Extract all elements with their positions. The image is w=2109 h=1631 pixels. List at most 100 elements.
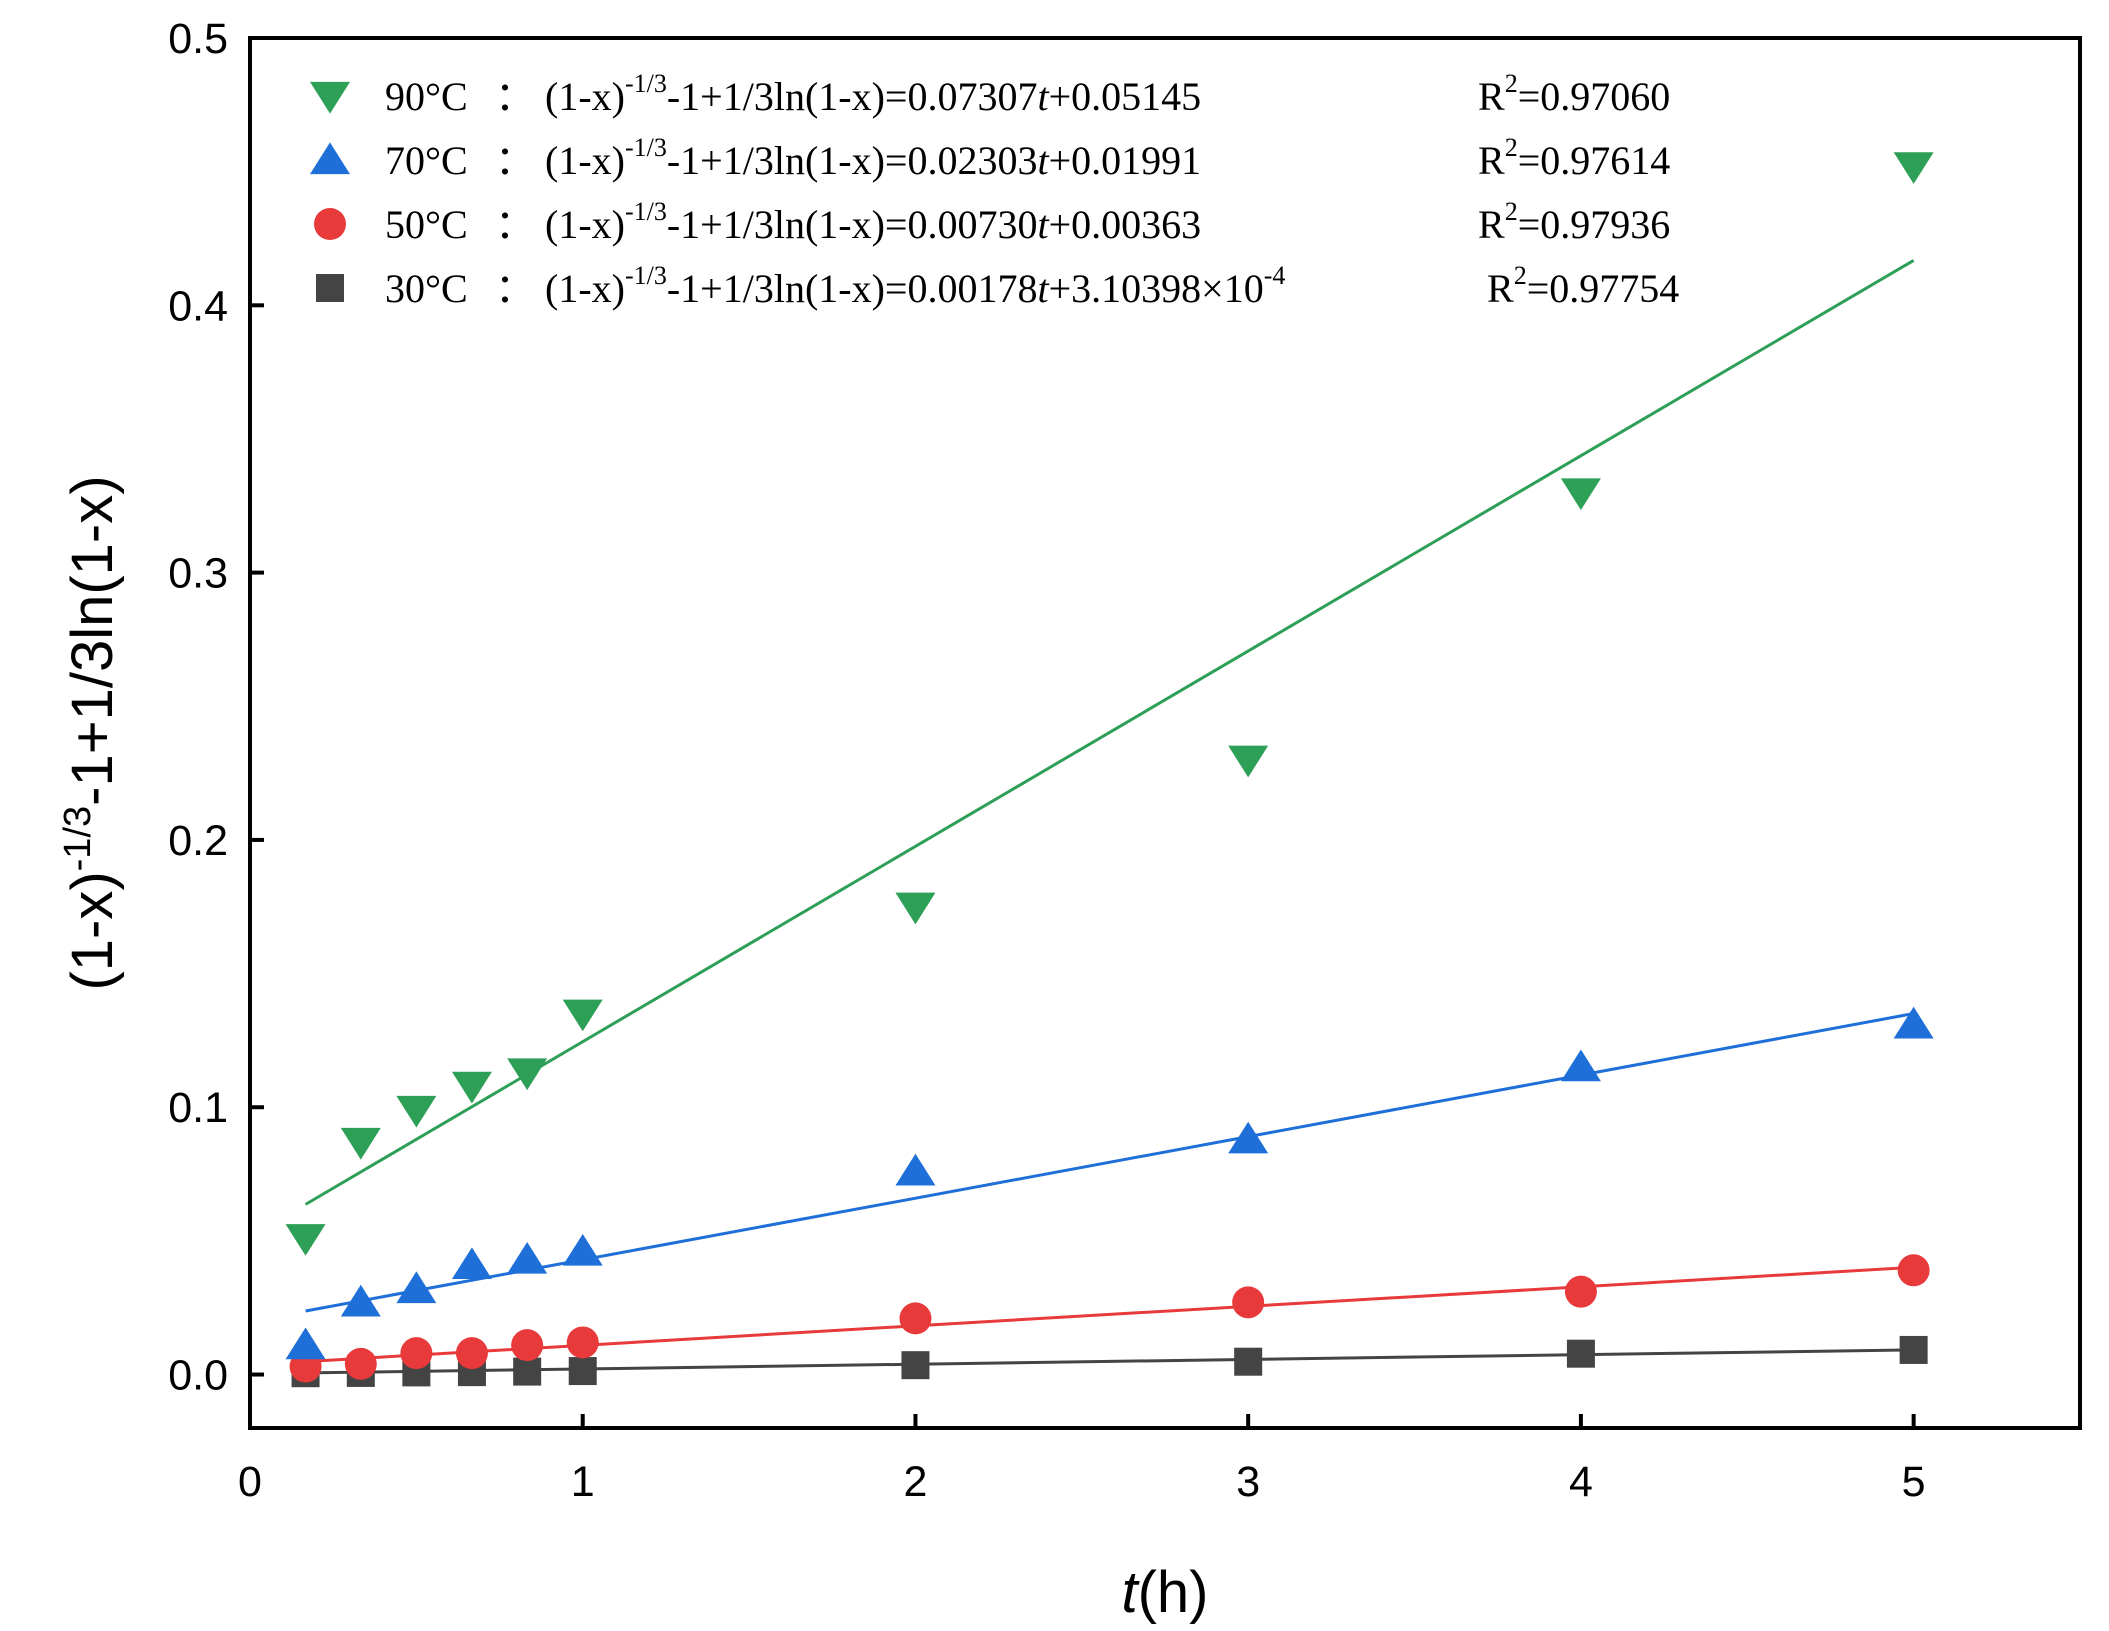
r-squared-base: R [1487,266,1514,311]
equation-t: t [1037,74,1049,119]
equation-t: t [1037,266,1049,311]
axis-ticks: 0 1 2 3 4 5 0.0 0.1 0.2 0.3 0.4 0.5 [168,15,1925,1506]
data-point [507,1058,548,1091]
r-squared-sup: 2 [1505,69,1518,98]
data-point [285,1224,326,1256]
legend-label: 70°C [385,138,468,183]
legend-equation: (1-x)-1/3-1+1/3ln(1-x)=0.00178t+3.10398×… [545,261,1285,311]
data-point [895,1153,936,1186]
data-point [1899,1335,1928,1364]
r-squared-value: =0.97060 [1518,74,1671,119]
r-squared-sup: 2 [1514,261,1527,290]
legend-r-squared: R2=0.97754 [1487,261,1679,311]
data-point [1560,478,1601,511]
data-point [396,1095,437,1128]
equation-sup: -1/3 [625,261,667,290]
equation-tail: +3.10398×10 [1049,266,1264,311]
equation-t: t [1037,138,1049,183]
equation-tail: +0.00363 [1049,202,1202,247]
legend-separator: ： [495,74,535,119]
legend-separator: ： [495,266,535,311]
fit-line [305,1348,1914,1375]
r-squared-base: R [1478,74,1505,119]
data-point [455,1337,488,1370]
data-point [340,1284,381,1317]
data-point [451,1071,492,1104]
data-point [899,1302,932,1335]
data-markers [285,152,1934,1388]
data-point [285,1327,326,1360]
r-squared-sup: 2 [1505,197,1518,226]
data-point [513,1357,542,1386]
data-point [566,1326,599,1359]
y-tick-label: 0.2 [168,817,228,865]
legend-equation: (1-x)-1/3-1+1/3ln(1-x)=0.00730t+0.00363 [545,197,1201,247]
data-point [400,1337,433,1370]
equation-base: (1-x) [545,74,625,119]
data-point [1228,1121,1269,1154]
x-tick-label: 2 [903,1458,927,1506]
y-tick-label: 0.3 [168,550,228,598]
data-point [1234,1347,1263,1376]
x-tick-label: 0 [238,1458,262,1506]
r-squared-base: R [1478,138,1505,183]
r-squared-value: =0.97754 [1527,266,1680,311]
data-point [340,1127,381,1160]
equation-base: (1-x) [545,138,625,183]
data-point [396,1271,437,1304]
data-point [507,1241,548,1274]
legend-equation: (1-x)-1/3-1+1/3ln(1-x)=0.02303t+0.01991 [545,133,1201,183]
data-point [1893,1006,1934,1039]
legend-label: 50°C [385,202,468,247]
legend-marker [310,81,350,114]
y-tick-label: 0.1 [168,1084,228,1132]
equation-mid: -1+1/3ln(1-x)=0.02303 [667,138,1038,183]
r-squared-value: =0.97936 [1518,202,1671,247]
data-point [1228,745,1269,778]
x-axis-title: t(h) [1121,1560,1208,1625]
equation-sup: -1/3 [625,69,667,98]
data-point [1893,152,1934,184]
legend-separator: ： [495,138,535,183]
equation-tail-sup: -4 [1264,261,1286,290]
x-tick-label: 3 [1236,1458,1260,1506]
equation-base: (1-x) [545,266,625,311]
equation-sup: -1/3 [625,133,667,162]
y-tick-label: 0.0 [168,1352,228,1400]
r-squared-base: R [1478,202,1505,247]
legend-label: 90°C [385,74,468,119]
y-axis-title: (1-x)-1/3-1+1/3ln(1-x) [57,475,125,990]
data-point [1566,1339,1595,1368]
legend-r-squared: R2=0.97614 [1478,133,1670,183]
r-squared-value: =0.97614 [1518,138,1671,183]
data-point [562,999,603,1032]
equation-mid: -1+1/3ln(1-x)=0.00730 [667,202,1038,247]
legend-marker [316,274,344,302]
data-point [1564,1275,1597,1308]
equation-t: t [1037,202,1049,247]
x-tick-label: 5 [1902,1458,1926,1506]
fit-line [305,1012,1914,1313]
data-point [1897,1254,1930,1287]
equation-mid: -1+1/3ln(1-x)=0.00178 [667,266,1038,311]
legend-marker [314,208,346,240]
data-point [511,1329,544,1362]
data-point [562,1233,603,1266]
data-point [901,1351,930,1380]
legend-r-squared: R2=0.97936 [1478,197,1670,247]
y-tick-label: 0.5 [168,15,228,63]
data-point [568,1357,597,1386]
data-point [451,1247,492,1280]
equation-base: (1-x) [545,202,625,247]
fit-line [304,259,1915,1206]
plot-frame [248,36,2082,1430]
legend-r-squared: R2=0.97060 [1478,69,1670,119]
fit-line [305,1265,1914,1364]
x-tick-label: 1 [571,1458,595,1506]
legend: 90°C： (1-x)-1/3-1+1/3ln(1-x)=0.07307t+0.0… [310,69,1679,311]
equation-mid: -1+1/3ln(1-x)=0.07307 [667,74,1038,119]
fit-lines [304,259,1915,1375]
x-tick-label: 4 [1569,1458,1593,1506]
r-squared-sup: 2 [1505,133,1518,162]
